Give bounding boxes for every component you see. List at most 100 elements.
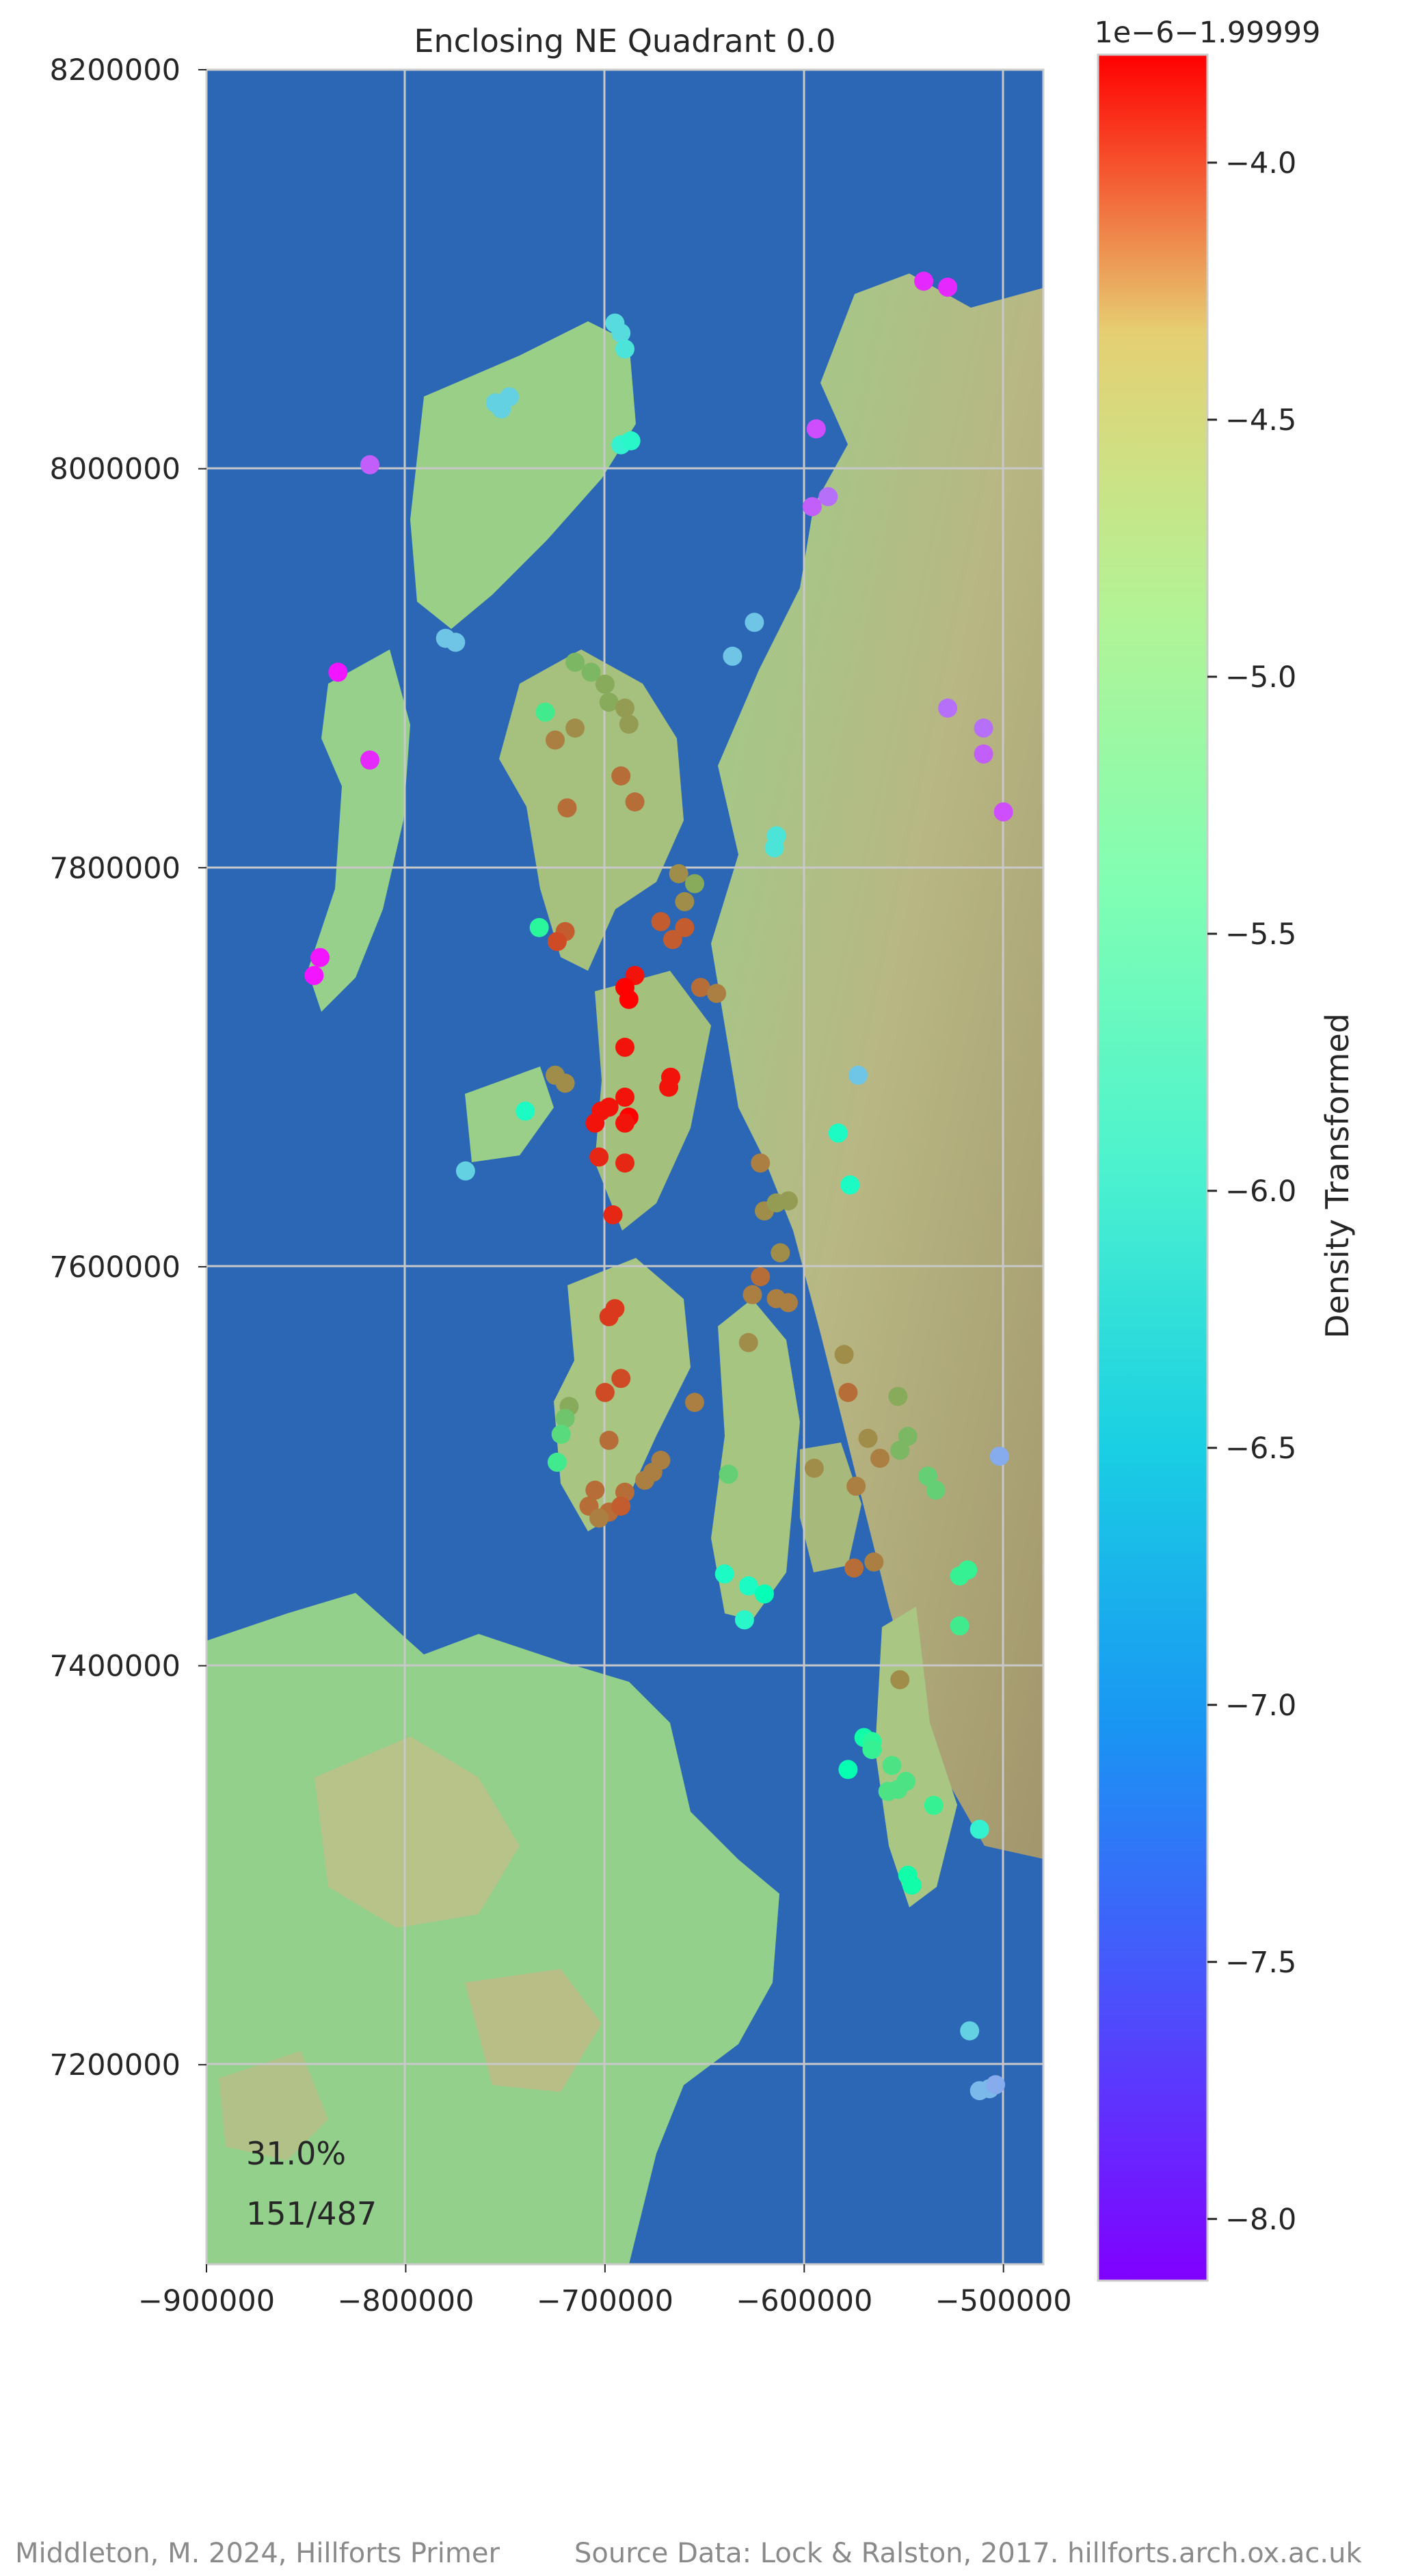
data-point [455,1161,475,1181]
data-point [723,646,743,666]
y-tick-label: 7600000 [49,1250,180,1285]
data-point [551,1425,571,1444]
data-point [890,1670,910,1689]
x-tick-label: −900000 [138,2284,275,2318]
data-point [615,1113,634,1133]
colorbar-tick-label: −6.0 [1225,1175,1296,1209]
data-point [974,719,993,738]
data-point [858,1428,878,1448]
y-tick-label: 7800000 [49,851,180,885]
data-point [898,1427,918,1446]
data-point [595,674,615,694]
data-point [611,323,631,343]
data-point [360,455,379,474]
data-point [802,497,822,517]
data-point [615,1037,634,1057]
data-point [707,984,727,1004]
terrain-map [206,273,1043,2264]
data-point [938,278,958,297]
data-point [615,1087,634,1107]
data-point [848,1065,868,1085]
data-point [585,1113,605,1133]
data-point [546,730,565,750]
colorbar-ticks: −4.0 −4.5 −5.0 −5.5 −6.0 −6.5 −7.0 −7.5 −8.0 [1207,146,1296,2237]
x-tick-label: −600000 [736,2284,872,2318]
data-point [446,632,466,652]
plot-area: 31.0% 151/487 [205,68,1045,2266]
data-point [864,1552,884,1572]
data-point [691,978,710,997]
data-point [838,1760,858,1780]
y-tick-label: 7400000 [49,1650,180,1684]
data-point [738,1576,758,1596]
data-point [764,838,784,858]
chart-title: Enclosing NE Quadrant 0.0 [414,23,835,59]
data-point [779,1293,798,1313]
data-point [619,714,639,734]
data-point [950,1616,969,1636]
colorbar-tick-label: −8.0 [1225,2203,1296,2237]
data-point [751,1267,771,1287]
data-point [535,702,555,722]
data-point [806,419,826,439]
data-point [304,965,324,985]
data-point [902,1875,922,1895]
data-point [755,1584,774,1604]
colorbar-offset-text: 1e−6−1.99999 [1094,16,1320,50]
data-point [659,1077,679,1097]
colorbar-tick-label: −5.5 [1225,917,1296,952]
x-tick-label: −800000 [337,2284,474,2318]
data-point [993,802,1013,822]
footer-credit: Middleton, M. 2024, Hillforts Primer [15,2538,500,2569]
data-point [555,1073,575,1093]
data-point [492,399,511,419]
data-point [989,1447,1009,1466]
data-point [745,613,764,632]
data-point [804,1458,824,1478]
data-point [734,1610,754,1630]
data-point [635,1471,655,1490]
data-point [615,339,634,359]
data-point [924,1795,944,1815]
data-point [738,1332,758,1352]
data-point [615,1153,634,1173]
data-point [838,1382,858,1402]
data-point [862,1740,882,1760]
plot-frame [205,68,1045,2266]
y-axis-ticks: 8200000 8000000 7800000 7600000 7400000 72000… [49,53,206,2082]
data-point [779,1191,798,1211]
data-point [621,431,641,451]
data-point [719,1464,738,1484]
data-point [844,1558,864,1578]
x-tick-label: −700000 [537,2284,673,2318]
data-point [986,2075,1006,2095]
data-point [846,1476,866,1496]
data-point [557,798,577,818]
data-point [714,1564,734,1584]
y-tick-label: 8200000 [49,53,180,88]
data-point [751,1153,771,1173]
data-point [619,989,639,1009]
data-point [870,1449,889,1468]
data-point [585,1480,605,1500]
data-point [669,864,688,883]
colorbar-tick-label: −6.5 [1225,1432,1296,1466]
colorbar-tick-label: −7.5 [1225,1946,1296,1980]
data-point [818,487,838,507]
x-axis-ticks: −900000 −800000 −700000 −600000 −500000 [138,2264,1072,2318]
data-point [529,917,549,937]
colorbar-tick-label: −5.0 [1225,660,1296,695]
data-point [611,766,631,786]
data-point [547,932,567,952]
data-point [938,698,958,718]
data-point [589,1508,609,1528]
data-point [771,1243,790,1263]
data-point [834,1345,854,1365]
footer-source: Source Data: Lock & Ralston, 2017. hillf… [574,2538,1362,2569]
scatter-points [304,271,1013,2101]
data-point [516,1101,535,1121]
data-point [565,652,585,672]
data-point [589,1147,609,1167]
x-tick-label: −500000 [935,2284,1072,2318]
